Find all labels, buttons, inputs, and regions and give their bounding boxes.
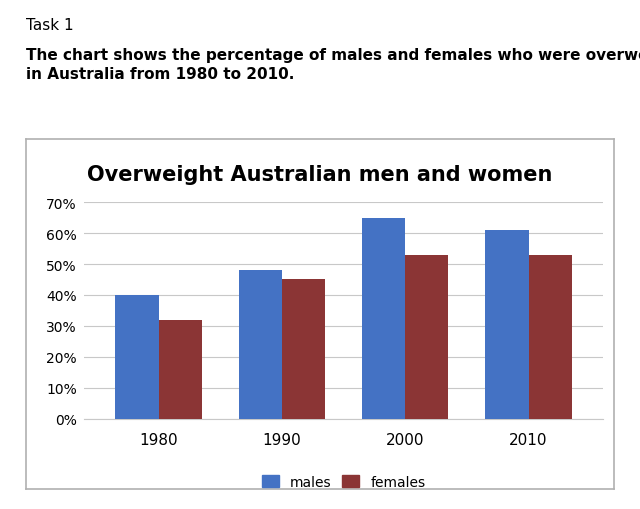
Bar [485,231,529,419]
Bar [159,320,202,419]
Bar [239,271,282,419]
Bar [529,255,572,419]
Text: Task 1: Task 1 [26,18,73,33]
Legend: males, females: males, females [256,469,431,494]
Bar [115,295,159,419]
Text: The chart shows the percentage of males and females who were overweight: The chart shows the percentage of males … [26,48,640,63]
Bar [362,218,405,419]
Bar [405,255,449,419]
Text: Overweight Australian men and women: Overweight Australian men and women [87,165,553,185]
Bar [282,280,325,419]
Text: in Australia from 1980 to 2010.: in Australia from 1980 to 2010. [26,67,294,82]
